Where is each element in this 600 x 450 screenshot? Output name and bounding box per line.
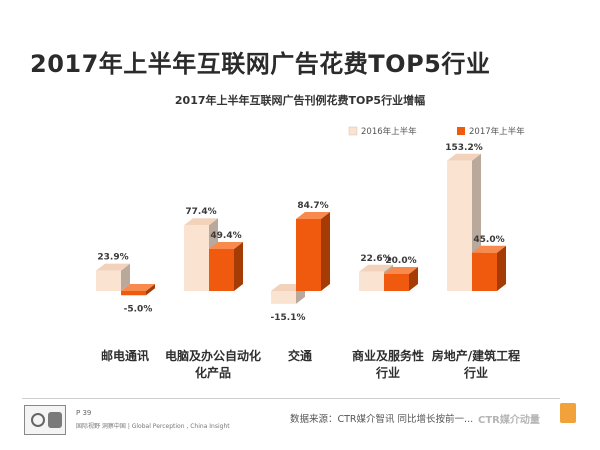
category-label: 邮电通讯 (101, 348, 149, 363)
value-label: 45.0% (473, 235, 504, 245)
value-label: -5.0% (124, 304, 153, 314)
bar (209, 242, 243, 291)
category-label: 化产品 (195, 365, 231, 380)
bar-top (472, 245, 506, 253)
bar-front (271, 291, 296, 304)
bar-group (96, 153, 506, 304)
bar-chart: 2017年上半年互联网广告刊例花费TOP5行业增幅 2016年上半年 2017年… (96, 93, 525, 380)
category-label: 电脑及办公自动化 (165, 348, 261, 363)
footer-slogan: 国际视野 洞察中国 | Global Perception , China In… (76, 423, 230, 430)
legend-swatch-2016 (348, 126, 358, 136)
bar-front (184, 225, 209, 291)
ctr-logo (24, 405, 66, 435)
category-label: 行业 (463, 365, 488, 380)
bar-side (121, 263, 130, 291)
category-label: 交通 (288, 348, 312, 363)
bar-front (472, 252, 497, 291)
logo-circle-icon (31, 413, 45, 427)
bar-front (96, 270, 121, 291)
bar (121, 284, 155, 296)
bar-front (209, 249, 234, 291)
legend: 2016年上半年 2017年上半年 (348, 126, 525, 137)
value-label: 49.4% (210, 231, 241, 241)
bar-front (359, 271, 384, 291)
bar-top (121, 284, 155, 291)
bar-top (96, 263, 130, 271)
bar-front (447, 160, 472, 291)
value-label: 84.7% (297, 201, 328, 211)
legend-label-2017: 2017年上半年 (469, 126, 525, 137)
footer-divider (22, 398, 560, 399)
bar (271, 284, 305, 304)
category-label: 商业及服务性 (352, 348, 424, 363)
bar-side (409, 267, 418, 291)
legend-swatch-2017 (457, 127, 465, 135)
value-label: 23.9% (97, 253, 128, 263)
brand-corner-icon (560, 403, 576, 423)
bar-side (234, 242, 243, 291)
bar-top (359, 264, 393, 272)
bar (384, 267, 418, 291)
bar-front (296, 219, 321, 291)
bar-top (209, 242, 243, 250)
page-title: 2017年上半年互联网广告花费TOP5行业 (30, 50, 491, 78)
bar-side (146, 284, 155, 296)
bar (184, 218, 218, 291)
page-number: P 39 (76, 409, 92, 417)
value-label-group: 23.9% -5.0% 77.4% 49.4% -15.1% 84.7% 22.6%20.0… (97, 143, 504, 323)
chart-title: 2017年上半年互联网广告刊例花费TOP5行业增幅 (175, 93, 425, 107)
bar (472, 245, 506, 291)
category-label: 房地产/建筑工程 (432, 348, 520, 363)
value-label: 20.0% (385, 256, 416, 266)
bar (96, 263, 130, 291)
bar-top (296, 212, 330, 220)
bar-side (321, 212, 330, 291)
watermark-text: CTR媒介动量 (478, 415, 540, 426)
bar-top (384, 267, 418, 274)
bar (296, 212, 330, 291)
bar-front (384, 274, 409, 291)
value-label: 153.2% (445, 143, 483, 153)
bar-top (184, 218, 218, 226)
logo-shield-icon (48, 412, 62, 428)
value-label: -15.1% (271, 313, 306, 323)
bar-top (447, 153, 481, 161)
value-label: 22.6% (360, 254, 391, 264)
bar-front (121, 291, 146, 296)
category-label: 行业 (375, 365, 400, 380)
bar-side (497, 245, 506, 291)
legend-label-2016: 2016年上半年 (361, 126, 417, 137)
data-source-note: 数据来源：CTR媒介智讯 同比增长按前一... (290, 414, 474, 425)
value-label: 77.4% (185, 207, 216, 217)
